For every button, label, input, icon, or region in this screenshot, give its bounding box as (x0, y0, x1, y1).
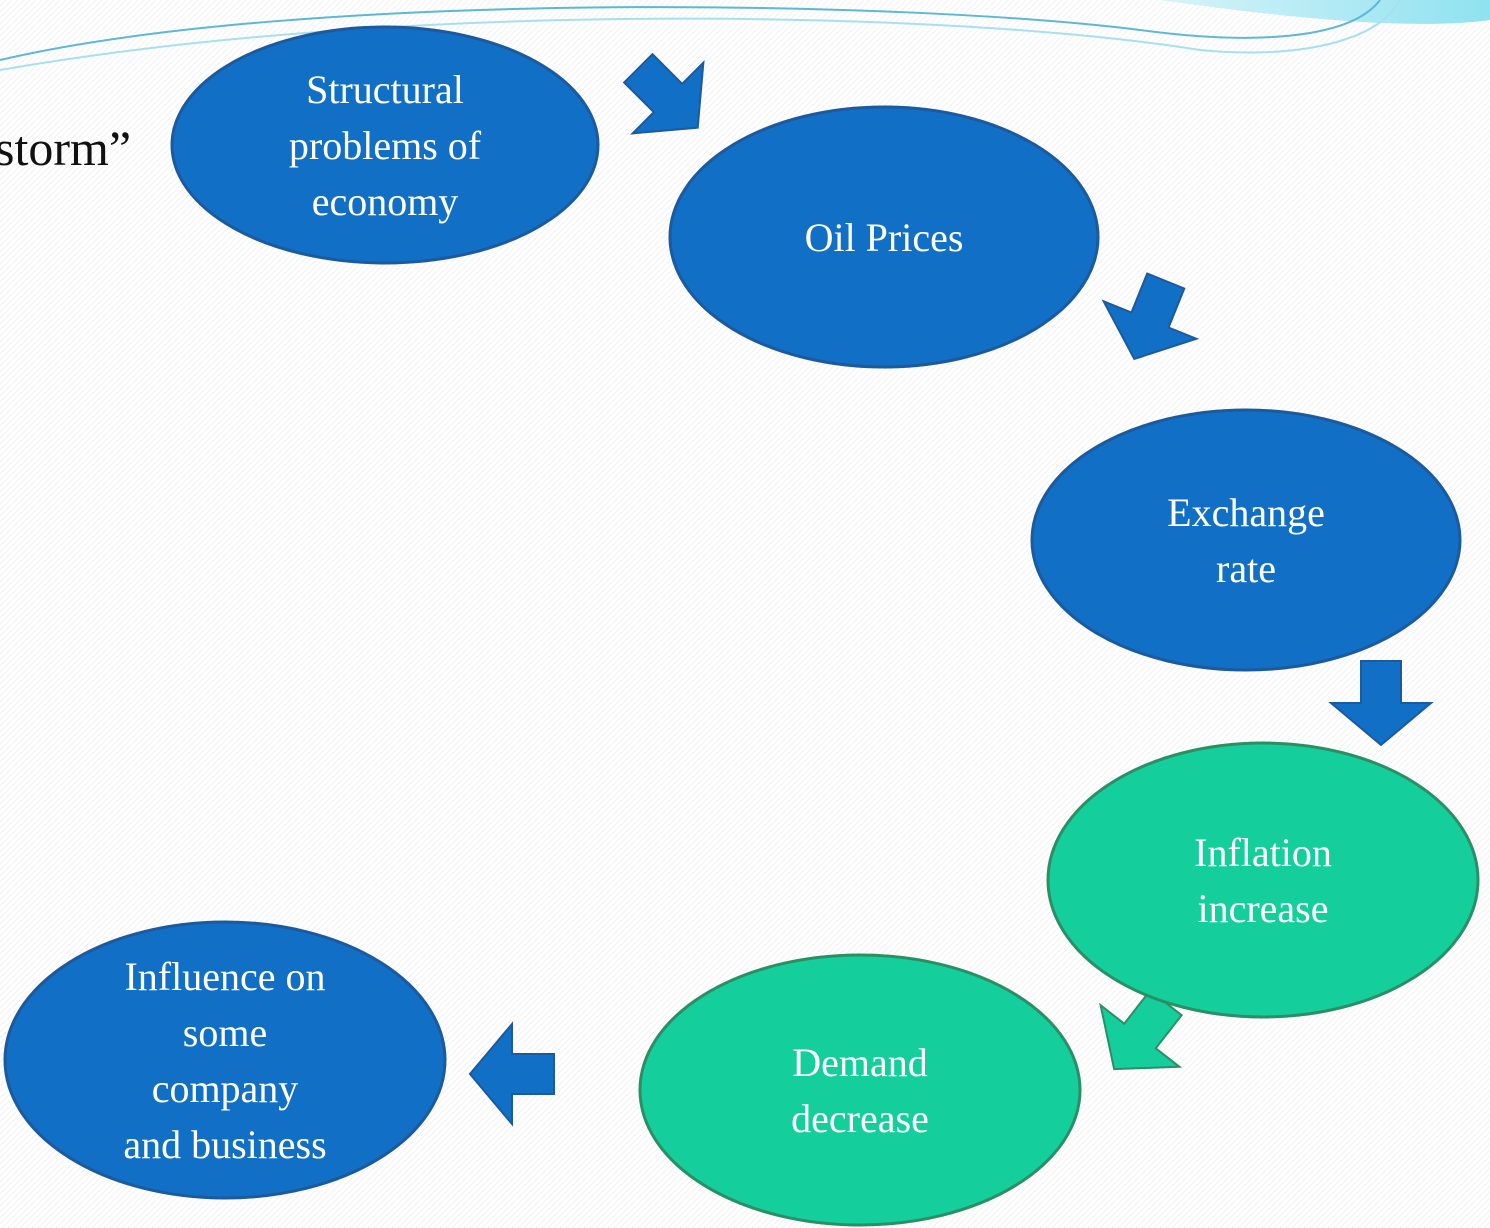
node: Demand decrease (638, 953, 1082, 1227)
node-shape (3, 920, 447, 1200)
node-label: Structural (306, 67, 464, 112)
node-shape (638, 953, 1082, 1227)
arrow (468, 1021, 555, 1127)
slide-title: storm” (0, 120, 131, 176)
arrow (1328, 660, 1434, 747)
node-shape (1046, 741, 1480, 1019)
node-label: increase (1197, 886, 1328, 931)
node-label: some (183, 1010, 267, 1055)
node: Exchange rate (1030, 408, 1462, 672)
arrow (1099, 989, 1184, 1071)
node-label: Exchange (1167, 490, 1325, 535)
node: Structural problems of economy (170, 25, 600, 265)
node-label: economy (312, 179, 459, 224)
arrow (622, 52, 705, 135)
node: Oil Prices (668, 105, 1100, 369)
node-label: problems of (289, 123, 482, 168)
node-label: rate (1216, 546, 1276, 591)
header-curve (0, 0, 1381, 61)
node-shape (1030, 408, 1462, 672)
header-curve (0, 0, 1401, 71)
node-label: Influence on (124, 954, 325, 999)
node-shape (668, 105, 1100, 369)
node-label: Oil Prices (805, 215, 964, 260)
node-label: and business (123, 1122, 326, 1167)
header-wave (1160, 0, 1490, 24)
node-shape (170, 25, 600, 265)
node-label: Demand (792, 1040, 928, 1085)
arrow (1101, 272, 1200, 361)
node-label: company (152, 1066, 299, 1111)
node: Influence on some company and business (3, 920, 447, 1200)
node-label: Inflation (1194, 830, 1332, 875)
node-label: decrease (791, 1096, 929, 1141)
node: Inflation increase (1046, 741, 1480, 1019)
